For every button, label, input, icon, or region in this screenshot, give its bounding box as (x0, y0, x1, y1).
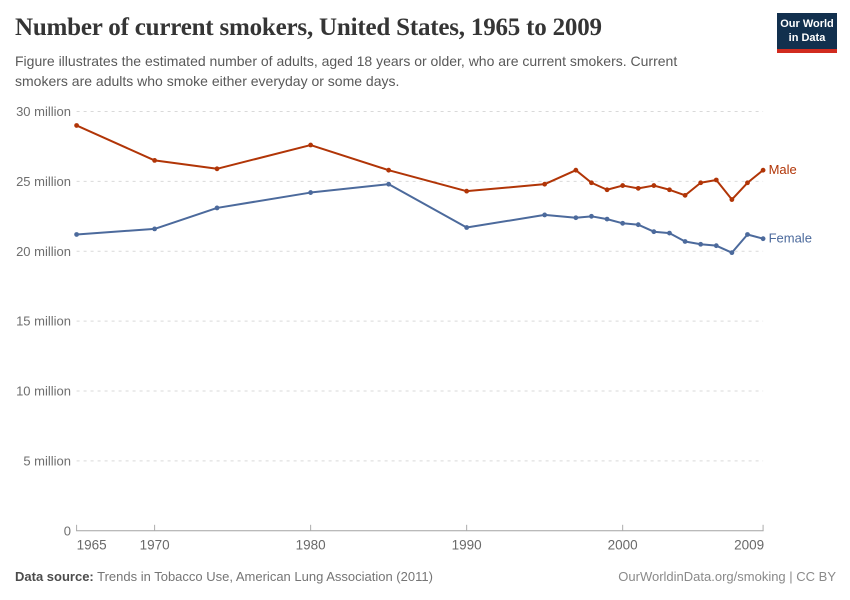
male-data-point (542, 181, 548, 187)
male-data-point (308, 142, 314, 148)
female-data-point (386, 181, 392, 187)
male-data-point (620, 183, 626, 188)
female-data-point (152, 226, 158, 232)
y-axis-label: 25 million (16, 174, 71, 189)
chart-subtitle: Figure illustrates the estimated number … (15, 53, 678, 89)
owid-logo: Our World in Data (777, 13, 837, 53)
male-data-point (604, 187, 610, 193)
male-data-point (573, 167, 579, 173)
y-axis-label: 5 million (23, 453, 71, 468)
male-data-point (464, 188, 470, 194)
x-axis-label: 2000 (608, 538, 638, 553)
female-data-point (682, 239, 688, 244)
data-source-label: Data source: (15, 569, 94, 584)
male-data-point (651, 183, 657, 188)
legend-male-label: Male (769, 162, 797, 177)
female-data-point (713, 243, 719, 249)
female-data-point (542, 212, 548, 218)
y-axis-label: 30 million (16, 104, 71, 119)
male-data-point (682, 192, 688, 198)
owid-logo-line1: Our World (780, 18, 834, 30)
female-data-point (698, 241, 704, 247)
female-data-point (573, 215, 579, 221)
x-axis-label: 1970 (140, 538, 170, 553)
legend-female-label: Female (769, 231, 812, 246)
x-axis-label: 1990 (452, 538, 482, 553)
y-axis-label: 0 (64, 523, 71, 538)
female-data-point (667, 230, 672, 236)
female-data-point (729, 250, 735, 256)
male-data-point (152, 158, 158, 163)
female-data-point (760, 236, 766, 242)
male-data-point (760, 167, 766, 173)
female-data-point (651, 229, 657, 235)
page-title: Number of current smokers, United States… (15, 14, 602, 41)
credit-line: OurWorldinData.org/smoking | CC BY (618, 569, 836, 584)
male-data-point (214, 166, 220, 172)
male-data-point (667, 187, 672, 193)
female-data-point (589, 213, 594, 219)
male-line (75, 124, 765, 201)
x-axis-label: 2009 (734, 538, 764, 553)
male-data-point (745, 180, 750, 186)
female-line (75, 183, 765, 254)
male-data-point (729, 197, 735, 202)
male-data-point (713, 177, 719, 183)
x-axis-label: 1965 (77, 538, 107, 553)
y-axis-label: 10 million (16, 384, 71, 399)
male-data-point (635, 185, 641, 191)
male-data-point (386, 167, 392, 173)
female-data-point (74, 232, 79, 237)
female-data-point (308, 190, 314, 195)
y-axis-label: 20 million (16, 244, 71, 259)
male-data-point (589, 180, 594, 186)
male-data-point (698, 180, 704, 186)
female-data-point (604, 216, 610, 222)
data-source-text: Trends in Tobacco Use, American Lung Ass… (93, 569, 433, 584)
x-axis-label: 1980 (296, 538, 326, 553)
female-data-point (214, 205, 220, 211)
male-data-point (74, 123, 79, 128)
female-data-point (620, 220, 626, 226)
female-data-point (745, 232, 750, 237)
female-data-point (635, 222, 641, 228)
y-axis-label: 15 million (16, 314, 71, 329)
data-source: Data source: Trends in Tobacco Use, Amer… (15, 569, 433, 584)
female-data-point (464, 225, 470, 230)
owid-logo-line2: in Data (788, 31, 826, 44)
